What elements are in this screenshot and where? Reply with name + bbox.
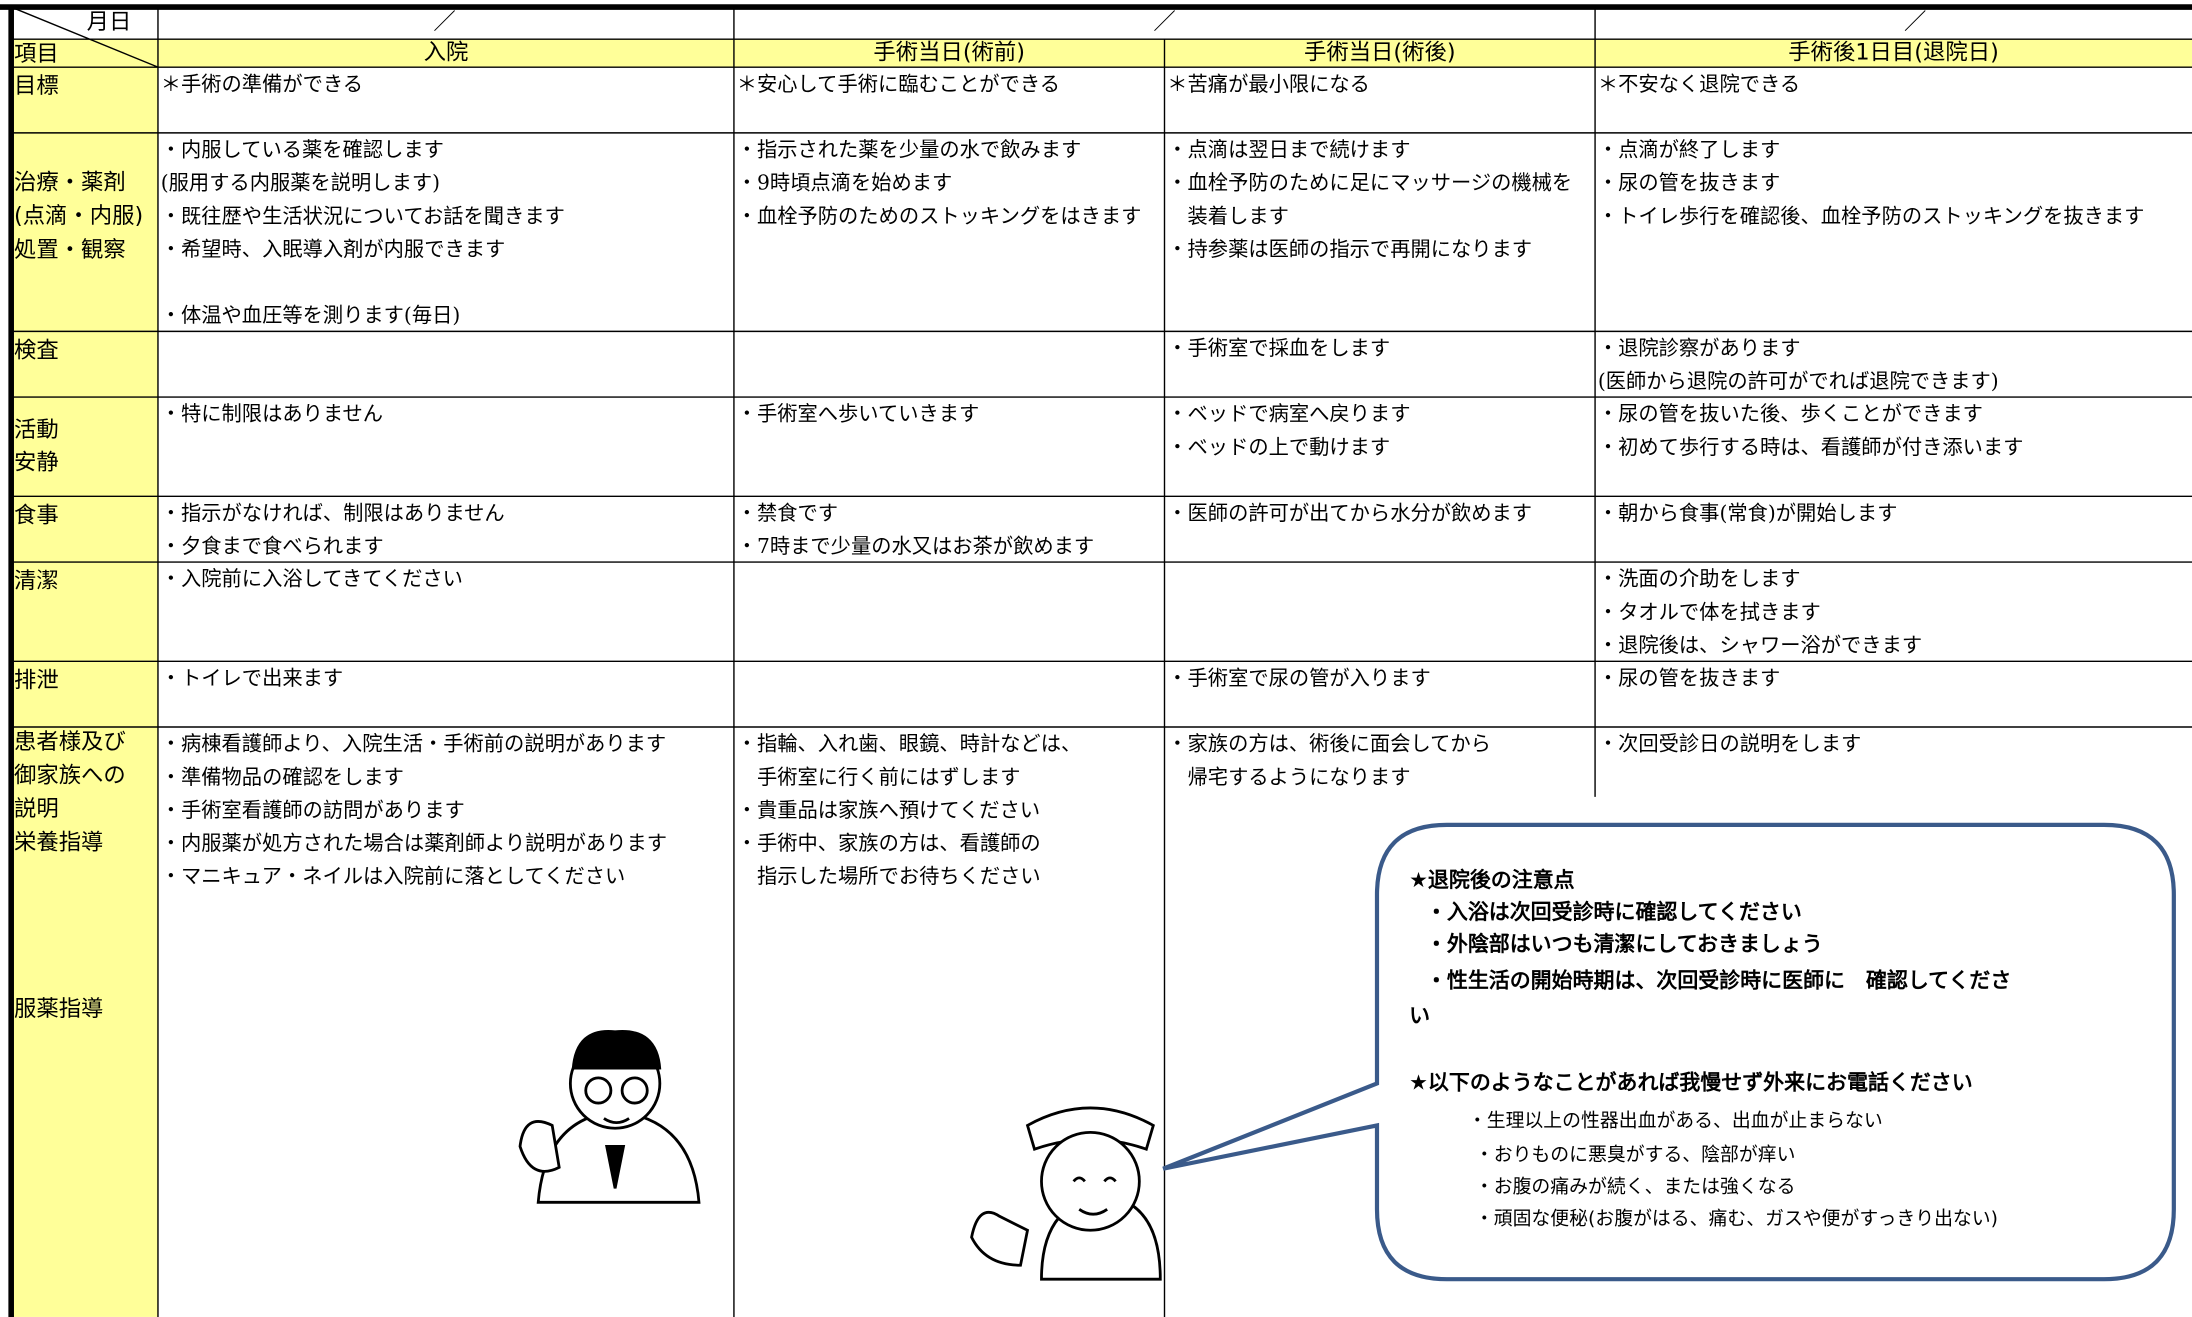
cell-line: ・持参薬は医師の指示で再開になります (1167, 237, 1532, 261)
bubble-line: ★以下のようなことがあれば我慢せず外来にお電話ください (1409, 1070, 1973, 1094)
cell-line: ・病棟看護師より、入院生活・手術前の説明があります (161, 732, 666, 756)
cell-line: ・次回受診日の説明をします (1598, 732, 1861, 756)
row-label: 検査 (14, 337, 59, 363)
cell-line: ・尿の管を抜きます (1598, 666, 1780, 690)
cell-line: ・医師の許可が出てから水分が飲めます (1167, 501, 1532, 525)
bubble-line: ・性生活の開始時期は、次回受診時に医師に 確認してくださ (1426, 968, 2011, 992)
month-day: 月日 (87, 9, 132, 35)
date-slot: ／ (1904, 9, 1926, 35)
row-label: 服薬指導 (14, 996, 103, 1022)
column-header: 手術当日(術後) (1304, 40, 1456, 66)
cell-line: ・退院後は、シャワー浴ができます (1598, 633, 1922, 657)
cell-line: ・手術中、家族の方は、看護師の (737, 831, 1041, 855)
cell-line: ・禁食です (737, 501, 838, 525)
cell-line: ・点滴は翌日まで続けます (1167, 138, 1410, 162)
cell-line: ＊安心して手術に臨むことができる (737, 72, 1060, 96)
label-bg (11, 39, 158, 1317)
cell-line: ・家族の方は、術後に面会してから (1167, 732, 1491, 756)
cell-line: ・血栓予防のために足にマッサージの機械を (1167, 171, 1572, 195)
cell-line: ・血栓予防のためのストッキングをはきます (737, 204, 1142, 228)
nurse-illustration (970, 1106, 1162, 1281)
cell-line: ・夕食まで食べられます (161, 534, 384, 558)
cell-line: ・指示された薬を少量の水で飲みます (737, 138, 1082, 162)
row-label: (点滴・内服) (14, 203, 143, 229)
cell-line: (服用する内服薬を説明します) (161, 171, 440, 195)
bubble-line: ・お腹の痛みが続く、または強くなる (1475, 1175, 1796, 1197)
cell-line: ・既往歴や生活状況についてお話を聞きます (161, 204, 565, 228)
cell-line: ＊手術の準備ができる (161, 72, 363, 96)
bubble-line: ・入浴は次回受診時に確認してください (1426, 900, 1802, 924)
row-label: 処置・観察 (14, 237, 126, 263)
date-slot: ／ (433, 9, 455, 35)
cell-line: ・マニキュア・ネイルは入院前に落としてください (161, 864, 626, 888)
date-slot: ／ (1153, 9, 1175, 35)
bubble-line: ・おりものに悪臭がする、陰部が痒い (1475, 1143, 1796, 1165)
cell-line: ・手術室で採血をします (1167, 336, 1390, 360)
header-bg (157, 39, 2192, 68)
cell-line: 帰宅するようになります (1167, 765, 1410, 789)
cell-line: ・トイレ歩行を確認後、血栓予防のストッキングを抜きます (1598, 204, 2145, 228)
row-label: 説明 (14, 796, 59, 822)
cell-line: ・退院診察があります (1598, 336, 1801, 360)
cell-line: ・ベッドの上で動けます (1167, 435, 1390, 459)
cell-line: ・指輪、入れ歯、眼鏡、時計などは、 (737, 732, 1082, 756)
cell-line: ・内服している薬を確認します (161, 138, 444, 162)
column-header: 手術当日(術前) (873, 40, 1025, 66)
bubble-line: ・外陰部はいつも清潔にしておきましょう (1426, 932, 1823, 956)
cell-line: ・尿の管を抜きます (1598, 171, 1780, 195)
bubble-line: い (1409, 1003, 1430, 1027)
row-label: 目標 (14, 73, 59, 99)
cell-line: ・手術室看護師の訪問があります (161, 798, 465, 822)
cell-line: 装着します (1167, 204, 1289, 228)
row-label: 栄養指導 (14, 830, 103, 856)
cell-line: ・タオルで体を拭きます (1598, 600, 1821, 624)
cell-line: ・初めて歩行する時は、看護師が付き添います (1598, 435, 2024, 459)
cell-line: ・貴重品は家族へ預けてください (737, 798, 1040, 822)
doctor-illustration (518, 1029, 701, 1204)
cell-line: ・内服薬が処方された場合は薬剤師より説明があります (161, 831, 667, 855)
cell-line: ・点滴が終了します (1598, 138, 1780, 162)
cell-line: (医師から退院の許可がでれば退院できます) (1598, 369, 1999, 393)
column-header: 手術後1日目(退院日) (1788, 40, 1999, 66)
row-label: 安静 (14, 449, 59, 475)
cell-line: ・準備物品の確認をします (161, 765, 404, 789)
cell-line: ・朝から食事(常食)が開始します (1598, 501, 1898, 525)
row-label: 治療・薬剤 (14, 170, 126, 196)
cell-line: ＊不安なく退院できる (1598, 72, 1800, 96)
row-label: 排泄 (14, 667, 59, 693)
diagonal (10, 6, 159, 68)
bubble-line: ★退院後の注意点 (1409, 868, 1575, 892)
cell-line: ・手術室へ歩いていきます (737, 402, 980, 426)
cell-line: ・手術室で尿の管が入ります (1167, 666, 1430, 690)
cell-line: ・洗面の介助をします (1598, 567, 1801, 591)
cell-line: ・指示がなければ、制限はありません (161, 501, 505, 525)
cell-line: 指示した場所でお待ちください (737, 864, 1041, 888)
column-header: 入院 (424, 40, 469, 66)
cell-line: ・7時まで少量の水又はお茶が飲めます (737, 534, 1094, 558)
cell-line: ・体温や血圧等を測ります(毎日) (161, 303, 461, 327)
bubble-line: ・生理以上の性器出血がある、出血が止まらない (1468, 1110, 1883, 1132)
bubble-line: ・頑固な便秘(お腹がはる、痛む、ガスや便がすっきり出ない) (1475, 1208, 1998, 1230)
cell-line: ・希望時、入眠導入剤が内服できます (161, 237, 506, 261)
grid (11, 6, 2192, 1317)
cell-line: ・入院前に入浴してきてください (161, 567, 463, 591)
cell-line: 手術室に行く前にはずします (737, 765, 1021, 789)
cell-line: ・特に制限はありません (161, 402, 383, 426)
row-label: 清潔 (14, 568, 59, 594)
cell-line: ＊苦痛が最小限になる (1167, 72, 1370, 96)
row-label: 活動 (14, 417, 59, 443)
cell-line: ・ベッドで病室へ戻ります (1167, 402, 1410, 426)
cell-line: ・尿の管を抜いた後、歩くことができます (1598, 402, 1983, 426)
row-label: 患者様及び (14, 729, 126, 755)
row-label: 食事 (14, 502, 59, 528)
speech-bubble (1162, 822, 2176, 1282)
cell-line: ・トイレで出来ます (161, 666, 343, 690)
item-header: 項目 (14, 41, 59, 67)
row-label: 御家族への (14, 762, 126, 788)
cell-line: ・9時頃点滴を始めます (737, 171, 953, 195)
